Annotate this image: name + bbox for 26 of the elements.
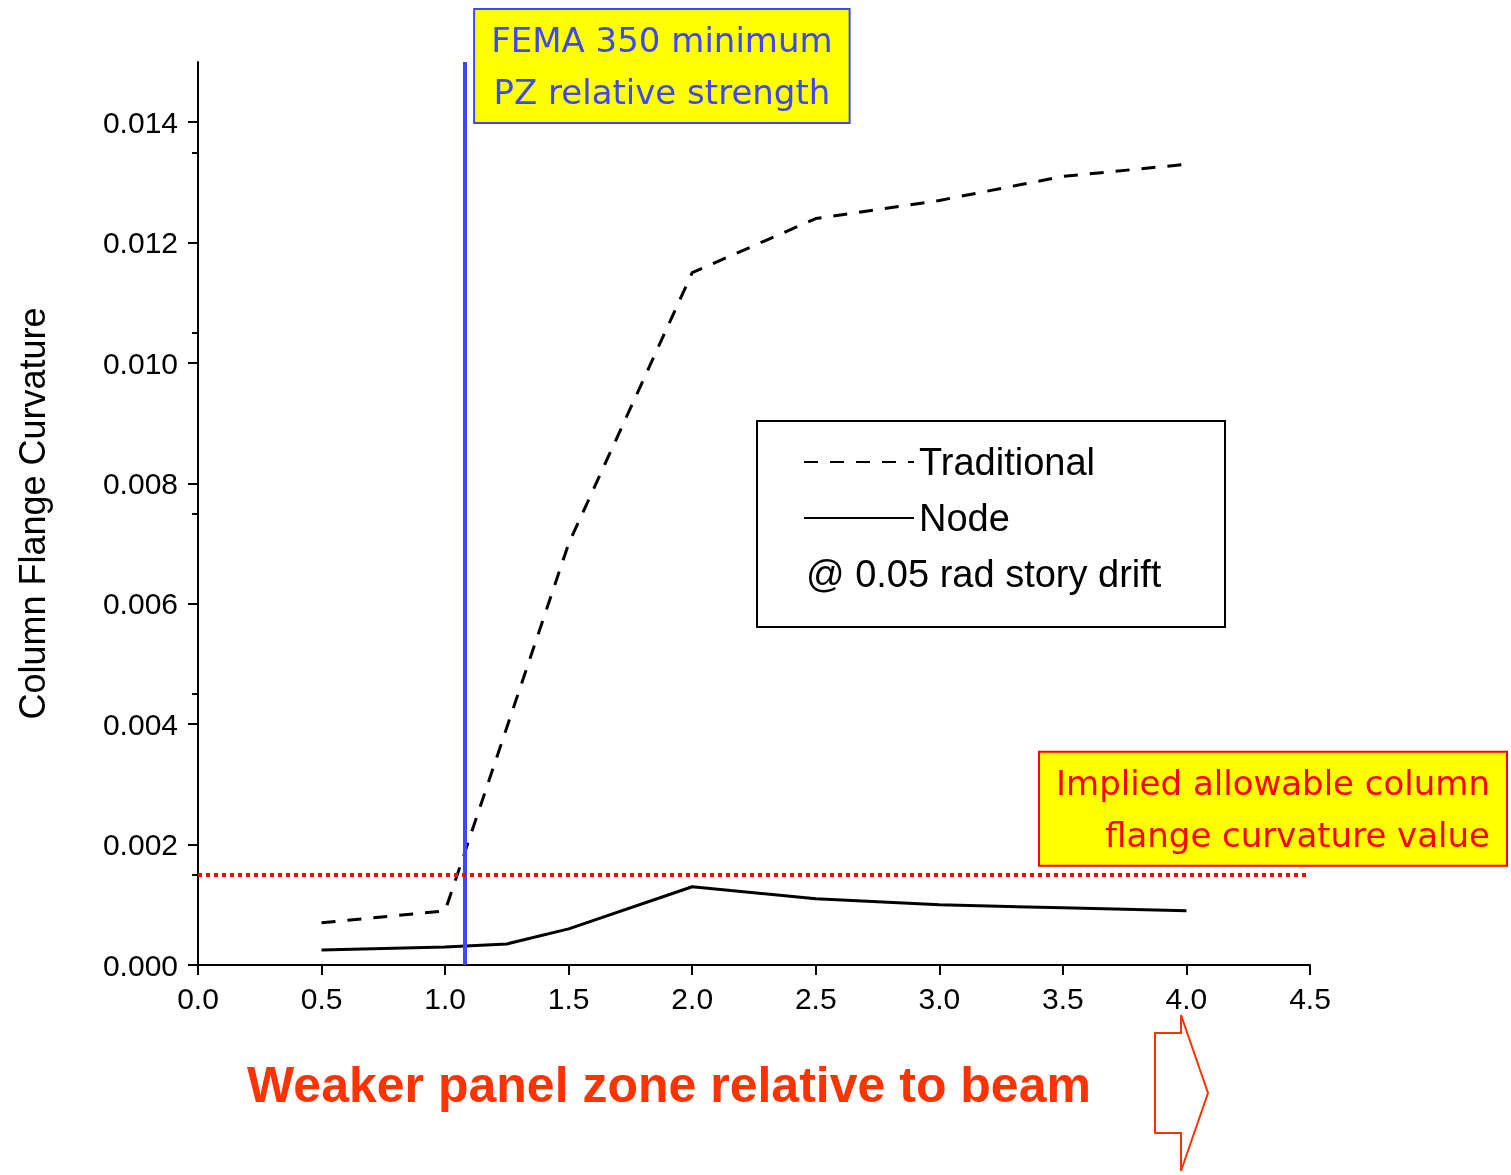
y-tick-label: 0.006 bbox=[102, 587, 178, 621]
legend-label: Node bbox=[919, 497, 1010, 539]
x-tick-label: 0.5 bbox=[300, 981, 343, 1015]
y-tick-label: 0.012 bbox=[102, 226, 178, 260]
x-tick-label: 1.5 bbox=[547, 981, 590, 1015]
x-axis-title: Weaker panel zone relative to beam bbox=[247, 1057, 1091, 1113]
x-tick-label: 2.5 bbox=[794, 981, 837, 1015]
y-tick-label: 0.000 bbox=[102, 948, 178, 982]
legend-label: Traditional bbox=[919, 441, 1096, 483]
ref-line-label: FEMA 350 minimum PZ relative strength bbox=[491, 20, 833, 112]
x-tick-label: 1.0 bbox=[424, 981, 466, 1015]
ref-line-label: Implied allowable column flange curvature value bbox=[1055, 762, 1490, 855]
y-tick-label: 0.014 bbox=[102, 105, 178, 139]
x-tick-label: 3.0 bbox=[918, 981, 961, 1015]
x-tick-label: 0.0 bbox=[177, 981, 219, 1015]
x-tick-label: 3.5 bbox=[1042, 981, 1084, 1015]
y-axis-title: Column Flange Curvature bbox=[11, 307, 53, 720]
y-tick-label: 0.002 bbox=[102, 828, 178, 862]
y-tick-label: 0.004 bbox=[102, 707, 178, 741]
x-tick-label: 4.0 bbox=[1165, 981, 1208, 1015]
x-tick-label: 4.5 bbox=[1289, 981, 1331, 1015]
legend-title: @ 0.05 rad story drift bbox=[806, 553, 1162, 595]
x-tick-label: 2.0 bbox=[671, 981, 714, 1015]
y-tick-label: 0.008 bbox=[102, 466, 178, 500]
line-series bbox=[320, 885, 1188, 952]
y-tick-label: 0.010 bbox=[102, 346, 178, 380]
